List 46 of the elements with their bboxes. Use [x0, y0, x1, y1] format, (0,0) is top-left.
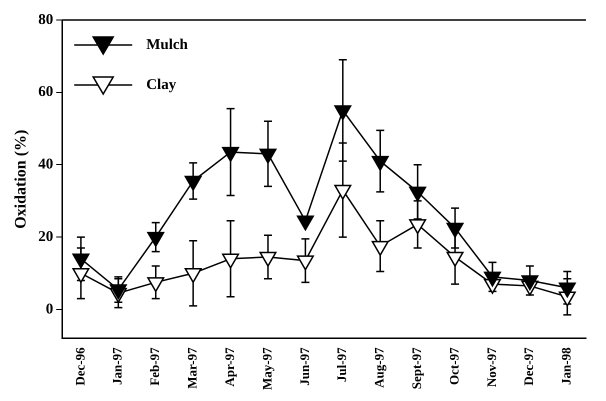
- x-tick-label: Jul-97: [334, 346, 350, 382]
- point: [372, 156, 389, 171]
- legend-label: Mulch: [146, 36, 189, 53]
- y-tick-label: 60: [38, 84, 54, 100]
- point: [409, 186, 426, 202]
- point: [296, 255, 314, 270]
- y-axis-title: Oxidation (%): [12, 130, 30, 229]
- x-tick-label: Dec-96: [72, 346, 88, 386]
- x-tick-label: Dec-97: [521, 346, 536, 386]
- x-tick-label: Apr-97: [222, 346, 237, 387]
- y-tick-label: 0: [46, 301, 54, 318]
- x-tick-label: Oct-97: [446, 346, 462, 385]
- legend-label: Clay: [146, 76, 177, 93]
- x-tick-label: Nov-97: [484, 346, 499, 388]
- y-tick-label: 40: [38, 156, 54, 173]
- point: [334, 105, 352, 120]
- x-tick-label: Aug-97: [372, 346, 387, 388]
- point: [72, 254, 90, 269]
- point: [184, 176, 202, 191]
- point: [110, 284, 127, 300]
- point: [334, 184, 352, 200]
- x-tick-label: Sept-97: [408, 346, 424, 390]
- point: [222, 254, 240, 269]
- point: [184, 268, 202, 284]
- y-tick-label: 20: [38, 228, 54, 245]
- point: [259, 252, 277, 267]
- point: [259, 148, 277, 164]
- x-tick-label: Mar-97: [184, 346, 200, 389]
- x-tick-label: May-97: [259, 346, 274, 390]
- point: [409, 219, 426, 234]
- x-tick-label: Jan-98: [558, 346, 574, 385]
- point: [521, 275, 538, 290]
- point: [372, 240, 389, 256]
- point: [558, 282, 576, 298]
- x-tick-label: Jun-97: [296, 346, 312, 386]
- point: [222, 146, 240, 162]
- point: [296, 216, 314, 231]
- point: [446, 252, 464, 267]
- point: [147, 277, 164, 292]
- x-tick-label: Jan-97: [110, 346, 125, 385]
- x-tick-label: Feb-97: [147, 346, 162, 386]
- point: [484, 272, 502, 287]
- point: [72, 268, 90, 284]
- point: [446, 222, 464, 238]
- point: [147, 232, 164, 247]
- y-tick-label: 80: [38, 12, 54, 28]
